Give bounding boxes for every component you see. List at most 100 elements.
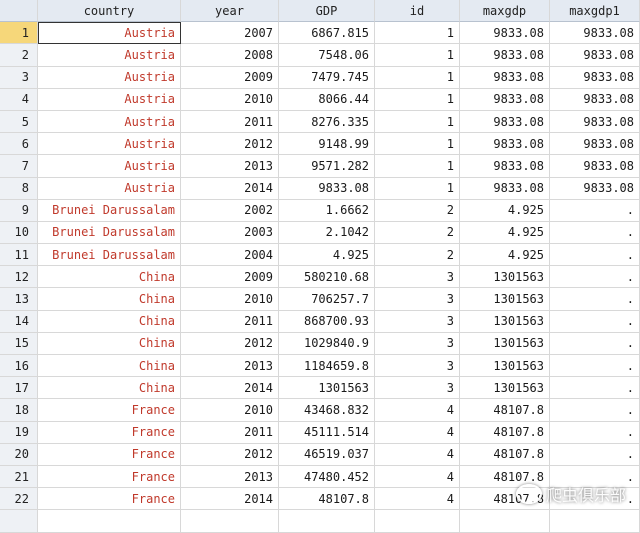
- cell-id[interactable]: 2: [375, 199, 460, 222]
- cell-year[interactable]: 2011: [181, 421, 279, 444]
- cell-gdp[interactable]: 43468.832: [279, 399, 375, 422]
- cell-maxgdp1[interactable]: .: [550, 221, 640, 245]
- cell-maxgdp[interactable]: 9833.08: [460, 177, 550, 200]
- cell-id[interactable]: 4: [375, 443, 460, 466]
- cell-maxgdp1[interactable]: 9833.08: [550, 22, 640, 45]
- cell-gdp[interactable]: 7479.745: [279, 66, 375, 89]
- cell-maxgdp1[interactable]: .: [550, 355, 640, 378]
- column-header-country[interactable]: country: [38, 0, 181, 23]
- cell-country[interactable]: China: [38, 377, 181, 400]
- cell-maxgdp[interactable]: 48107.8: [460, 443, 550, 466]
- row-number[interactable]: 1: [0, 22, 38, 45]
- cell-id[interactable]: 3: [375, 377, 460, 400]
- column-header-maxgdp1[interactable]: maxgdp1: [550, 0, 640, 23]
- row-number[interactable]: 12: [0, 266, 38, 289]
- cell-country[interactable]: Austria: [38, 88, 181, 111]
- cell-id[interactable]: 3: [375, 310, 460, 333]
- cell-country[interactable]: Austria: [38, 22, 181, 45]
- cell-maxgdp1[interactable]: .: [550, 443, 640, 466]
- empty-cell[interactable]: [550, 510, 640, 533]
- cell-country[interactable]: Brunei Darussalam: [38, 199, 181, 222]
- cell-year[interactable]: 2013: [181, 465, 279, 489]
- cell-maxgdp1[interactable]: 9833.08: [550, 44, 640, 67]
- cell-gdp[interactable]: 8066.44: [279, 88, 375, 111]
- cell-year[interactable]: 2008: [181, 44, 279, 67]
- cell-country[interactable]: France: [38, 488, 181, 511]
- corner-cell[interactable]: [0, 0, 38, 23]
- row-number[interactable]: 13: [0, 288, 38, 311]
- cell-id[interactable]: 1: [375, 133, 460, 156]
- cell-country[interactable]: China: [38, 310, 181, 333]
- cell-id[interactable]: 3: [375, 355, 460, 378]
- cell-gdp[interactable]: 7548.06: [279, 44, 375, 67]
- cell-id[interactable]: 1: [375, 155, 460, 178]
- cell-maxgdp1[interactable]: .: [550, 288, 640, 311]
- cell-year[interactable]: 2013: [181, 155, 279, 178]
- cell-year[interactable]: 2004: [181, 244, 279, 267]
- cell-id[interactable]: 1: [375, 44, 460, 67]
- cell-maxgdp[interactable]: 9833.08: [460, 22, 550, 45]
- row-number[interactable]: 6: [0, 133, 38, 156]
- cell-maxgdp1[interactable]: .: [550, 332, 640, 355]
- row-number[interactable]: 22: [0, 488, 38, 511]
- row-number[interactable]: 3: [0, 66, 38, 89]
- cell-id[interactable]: 1: [375, 110, 460, 134]
- cell-maxgdp1[interactable]: .: [550, 421, 640, 444]
- cell-maxgdp[interactable]: 1301563: [460, 266, 550, 289]
- cell-gdp[interactable]: 1184659.8: [279, 355, 375, 378]
- cell-year[interactable]: 2007: [181, 22, 279, 45]
- row-number[interactable]: 10: [0, 221, 38, 245]
- cell-id[interactable]: 1: [375, 177, 460, 200]
- cell-maxgdp[interactable]: 9833.08: [460, 66, 550, 89]
- cell-id[interactable]: 1: [375, 22, 460, 45]
- cell-gdp[interactable]: 4.925: [279, 244, 375, 267]
- cell-country[interactable]: Austria: [38, 66, 181, 89]
- cell-id[interactable]: 1: [375, 88, 460, 111]
- cell-gdp[interactable]: 46519.037: [279, 443, 375, 466]
- cell-year[interactable]: 2014: [181, 177, 279, 200]
- cell-country[interactable]: China: [38, 288, 181, 311]
- cell-gdp[interactable]: 9148.99: [279, 133, 375, 156]
- cell-maxgdp1[interactable]: .: [550, 399, 640, 422]
- column-header-id[interactable]: id: [375, 0, 460, 23]
- cell-gdp[interactable]: 1029840.9: [279, 332, 375, 355]
- row-number[interactable]: 15: [0, 332, 38, 355]
- column-header-gdp[interactable]: GDP: [279, 0, 375, 23]
- cell-id[interactable]: 3: [375, 332, 460, 355]
- cell-country[interactable]: France: [38, 465, 181, 489]
- cell-maxgdp[interactable]: 1301563: [460, 377, 550, 400]
- row-number[interactable]: 9: [0, 199, 38, 222]
- cell-gdp[interactable]: 9571.282: [279, 155, 375, 178]
- cell-gdp[interactable]: 1301563: [279, 377, 375, 400]
- cell-gdp[interactable]: 2.1042: [279, 221, 375, 245]
- row-number[interactable]: 8: [0, 177, 38, 200]
- cell-maxgdp1[interactable]: .: [550, 310, 640, 333]
- cell-country[interactable]: Austria: [38, 155, 181, 178]
- cell-maxgdp1[interactable]: 9833.08: [550, 133, 640, 156]
- cell-maxgdp[interactable]: 9833.08: [460, 88, 550, 111]
- row-number[interactable]: 17: [0, 377, 38, 400]
- cell-country[interactable]: China: [38, 266, 181, 289]
- cell-maxgdp[interactable]: 1301563: [460, 310, 550, 333]
- cell-country[interactable]: France: [38, 443, 181, 466]
- cell-maxgdp[interactable]: 4.925: [460, 221, 550, 245]
- cell-maxgdp[interactable]: 4.925: [460, 244, 550, 267]
- cell-gdp[interactable]: 45111.514: [279, 421, 375, 444]
- cell-year[interactable]: 2012: [181, 332, 279, 355]
- cell-gdp[interactable]: 868700.93: [279, 310, 375, 333]
- empty-cell[interactable]: [181, 510, 279, 533]
- empty-cell[interactable]: [279, 510, 375, 533]
- cell-maxgdp1[interactable]: .: [550, 199, 640, 222]
- row-number[interactable]: 5: [0, 110, 38, 134]
- cell-year[interactable]: 2014: [181, 488, 279, 511]
- cell-country[interactable]: Austria: [38, 177, 181, 200]
- cell-id[interactable]: 4: [375, 399, 460, 422]
- cell-gdp[interactable]: 48107.8: [279, 488, 375, 511]
- cell-maxgdp[interactable]: 4.925: [460, 199, 550, 222]
- cell-year[interactable]: 2013: [181, 355, 279, 378]
- empty-cell[interactable]: [460, 510, 550, 533]
- cell-year[interactable]: 2012: [181, 133, 279, 156]
- cell-gdp[interactable]: 47480.452: [279, 465, 375, 489]
- cell-gdp[interactable]: 9833.08: [279, 177, 375, 200]
- cell-maxgdp[interactable]: 9833.08: [460, 133, 550, 156]
